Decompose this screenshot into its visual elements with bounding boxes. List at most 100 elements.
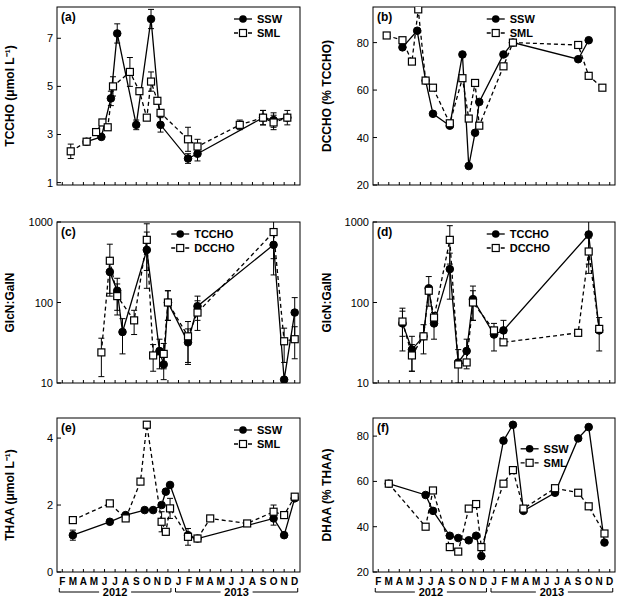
error-bar — [110, 77, 116, 96]
series-line — [387, 9, 603, 125]
x-tick — [210, 569, 211, 572]
x-tick — [252, 182, 253, 185]
data-point — [143, 236, 150, 243]
x-tick — [515, 569, 516, 572]
x-tick — [273, 380, 274, 383]
x-tick-label: D — [291, 576, 298, 587]
data-point — [472, 532, 480, 540]
data-point — [509, 467, 516, 474]
y-tick — [57, 38, 61, 39]
data-point — [520, 505, 527, 512]
data-point — [281, 338, 288, 345]
error-bar — [470, 291, 476, 321]
error-bar — [409, 345, 415, 372]
x-tick — [451, 182, 452, 185]
x-tick — [93, 380, 94, 383]
y-tick-label: 100 — [35, 297, 53, 309]
data-point — [425, 287, 432, 294]
x-tick — [494, 380, 495, 383]
error-bar — [447, 226, 453, 264]
x-tick-label: S — [260, 576, 267, 587]
data-point — [500, 339, 507, 346]
data-point — [154, 97, 161, 104]
y-tick-label: 3 — [47, 128, 53, 140]
y-tick — [373, 42, 377, 43]
x-tick — [220, 380, 221, 383]
data-point — [399, 318, 406, 325]
panel: 101001000GlcN:GalN(c)TCCHODCCHO — [3, 216, 300, 389]
x-tick — [157, 569, 158, 572]
x-tick — [599, 569, 600, 572]
panel-label: (f) — [377, 421, 389, 435]
x-tick — [294, 182, 295, 185]
x-tick — [462, 569, 463, 572]
year-label: 2012 — [103, 586, 127, 598]
x-tick — [430, 380, 431, 383]
panel-label: (b) — [377, 10, 392, 24]
y-tick-label: 60 — [357, 475, 369, 487]
x-tick — [284, 182, 285, 185]
y-tick — [373, 302, 377, 303]
data-point — [185, 136, 192, 143]
panel: 024FMAMJJASONDJFMAMJJASOND20122013THAA (… — [3, 418, 300, 598]
error-bar — [421, 325, 427, 354]
data-point — [126, 68, 133, 75]
x-tick-label: J — [176, 576, 182, 587]
data-point — [284, 114, 292, 122]
x-tick — [210, 380, 211, 383]
data-point — [429, 110, 437, 118]
x-tick — [504, 380, 505, 383]
data-point — [291, 493, 298, 500]
data-group — [67, 9, 291, 163]
error-bar — [148, 72, 154, 91]
x-tick-label: A — [207, 576, 214, 587]
data-point — [601, 530, 608, 537]
x-tick — [157, 182, 158, 185]
data-point — [185, 333, 192, 340]
data-point — [599, 84, 606, 91]
data-point — [500, 327, 508, 335]
x-tick — [104, 569, 105, 572]
x-tick-label: O — [270, 576, 278, 587]
y-tick — [373, 436, 377, 437]
error-bar — [464, 339, 470, 369]
x-tick — [557, 182, 558, 185]
x-tick — [578, 380, 579, 383]
error-bar — [260, 110, 266, 124]
data-point — [422, 77, 430, 85]
data-point — [167, 505, 174, 512]
y-tick-label: 2 — [47, 499, 53, 511]
x-tick — [241, 182, 242, 185]
data-point — [132, 121, 140, 129]
figure: 1357TCCHO (μmol L⁻¹)(a)SSWSML20406080DCC… — [0, 0, 627, 616]
data-point — [585, 503, 592, 510]
x-tick — [525, 569, 526, 572]
legend-label: SSW — [544, 443, 570, 455]
data-point — [148, 78, 155, 85]
x-tick-label: D — [606, 576, 613, 587]
x-tick — [72, 182, 73, 185]
x-tick — [125, 569, 126, 572]
data-point — [137, 478, 144, 485]
x-tick-label: O — [585, 576, 593, 587]
y-tick — [373, 572, 377, 573]
data-point — [575, 329, 582, 336]
data-point — [472, 79, 479, 86]
x-tick — [115, 182, 116, 185]
data-point — [420, 333, 427, 340]
x-tick — [409, 380, 410, 383]
error-bar — [127, 58, 133, 87]
x-tick — [483, 569, 484, 572]
data-point — [143, 421, 150, 428]
x-tick-label: D — [480, 576, 487, 587]
x-tick-label: M — [69, 576, 77, 587]
x-tick — [399, 569, 400, 572]
x-tick — [115, 569, 116, 572]
legend-label: SML — [544, 457, 568, 469]
error-bar — [195, 301, 201, 331]
data-point — [476, 122, 483, 129]
series-line — [389, 470, 605, 552]
data-point — [147, 15, 155, 23]
legend-label: SSW — [510, 13, 536, 25]
x-tick — [609, 569, 610, 572]
